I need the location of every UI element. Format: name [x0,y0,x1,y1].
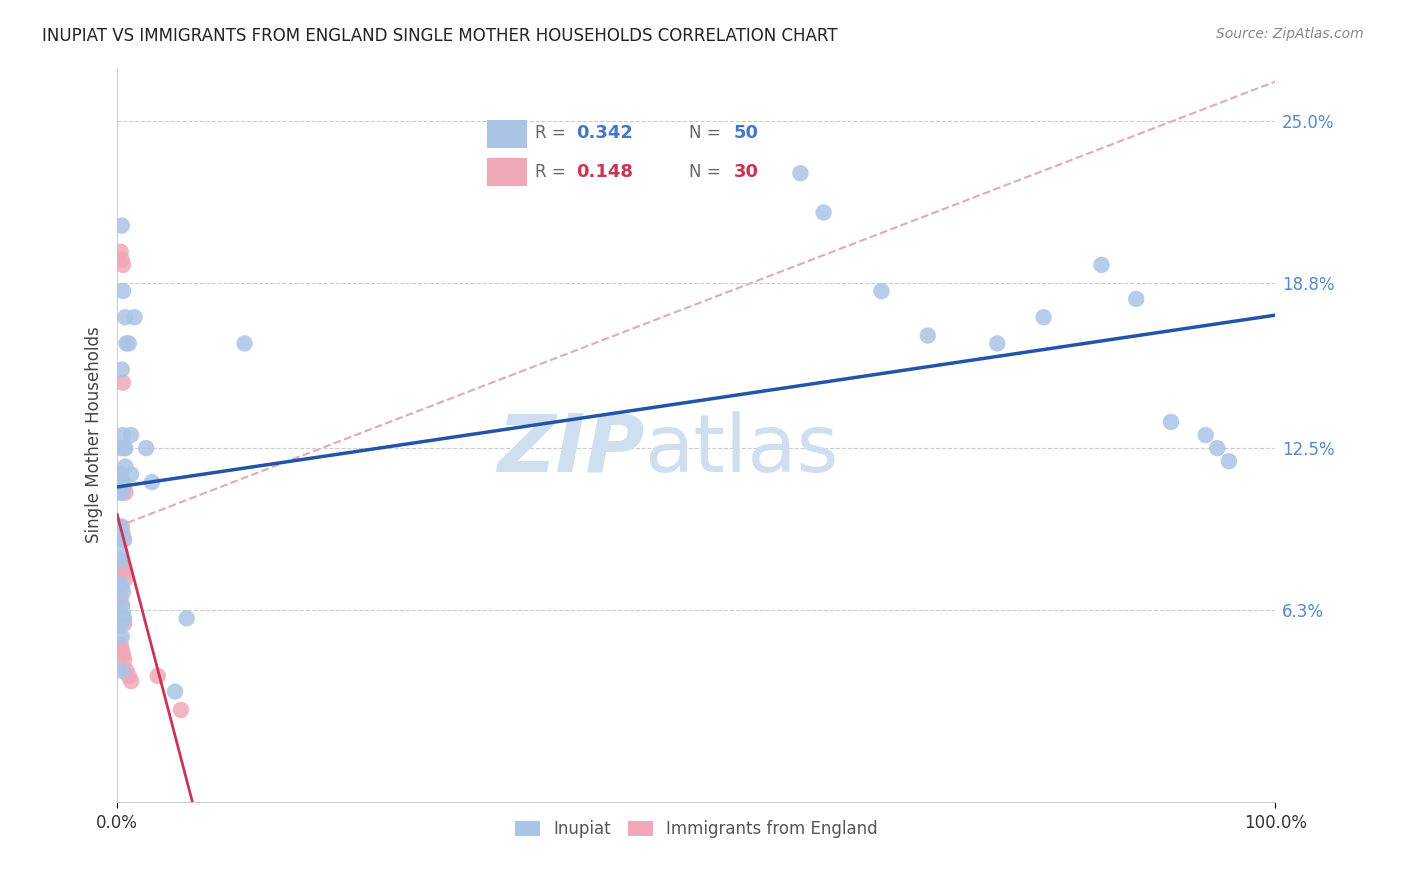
Point [111,362,134,376]
Point [111,648,134,662]
Point [111,561,134,575]
Point [176,611,198,625]
Y-axis label: Single Mother Households: Single Mother Households [86,326,103,543]
Point [110,244,132,259]
Point [141,475,163,490]
Point [917,328,939,343]
Point [115,336,138,351]
Point [110,619,132,633]
Point [1160,415,1182,429]
Point [111,284,134,298]
Point [111,642,134,657]
Point [110,638,132,652]
Point [789,166,811,180]
Point [114,441,136,455]
Point [111,527,134,541]
Point [111,585,134,599]
Point [146,669,169,683]
Point [111,473,134,487]
Point [111,252,134,267]
Point [170,703,193,717]
Point [111,598,134,612]
Point [110,519,132,533]
Point [110,546,132,560]
Point [112,480,135,494]
Point [813,205,835,219]
Point [112,616,135,631]
Point [111,580,134,594]
Point [110,577,132,591]
Point [110,485,132,500]
Point [111,664,134,678]
Point [114,459,136,474]
Point [112,441,135,455]
Point [111,428,134,442]
Point [118,336,141,351]
Point [111,554,134,568]
Point [1125,292,1147,306]
Point [111,598,134,612]
Legend: Inupiat, Immigrants from England: Inupiat, Immigrants from England [508,814,884,845]
Point [110,467,132,482]
Point [111,219,134,233]
Point [986,336,1008,351]
Point [114,572,136,586]
Point [111,519,134,533]
Point [111,376,134,390]
Text: INUPIAT VS IMMIGRANTS FROM ENGLAND SINGLE MOTHER HOUSEHOLDS CORRELATION CHART: INUPIAT VS IMMIGRANTS FROM ENGLAND SINGL… [42,27,838,45]
Point [111,473,134,487]
Point [120,674,142,689]
Text: Source: ZipAtlas.com: Source: ZipAtlas.com [1216,27,1364,41]
Text: atlas: atlas [644,410,838,489]
Point [114,310,136,325]
Point [1206,441,1229,455]
Point [112,533,135,547]
Point [111,558,134,573]
Text: ZIP: ZIP [496,410,644,489]
Point [111,475,134,490]
Point [110,591,132,605]
Point [233,336,256,351]
Point [115,664,138,678]
Point [124,310,146,325]
Point [118,669,141,683]
Point [112,611,135,625]
Point [111,475,134,490]
Point [110,554,132,568]
Point [112,653,135,667]
Point [111,611,134,625]
Point [111,533,134,547]
Point [111,527,134,541]
Point [870,284,893,298]
Point [120,428,142,442]
Point [111,606,134,620]
Point [135,441,157,455]
Point [1090,258,1112,272]
Point [111,630,134,644]
Point [120,467,142,482]
Point [110,467,132,482]
Point [110,441,132,455]
Point [165,684,187,698]
Point [1032,310,1054,325]
Point [1195,428,1218,442]
Point [111,258,134,272]
Point [114,485,136,500]
Point [111,485,134,500]
Point [1218,454,1240,468]
Point [112,564,135,578]
